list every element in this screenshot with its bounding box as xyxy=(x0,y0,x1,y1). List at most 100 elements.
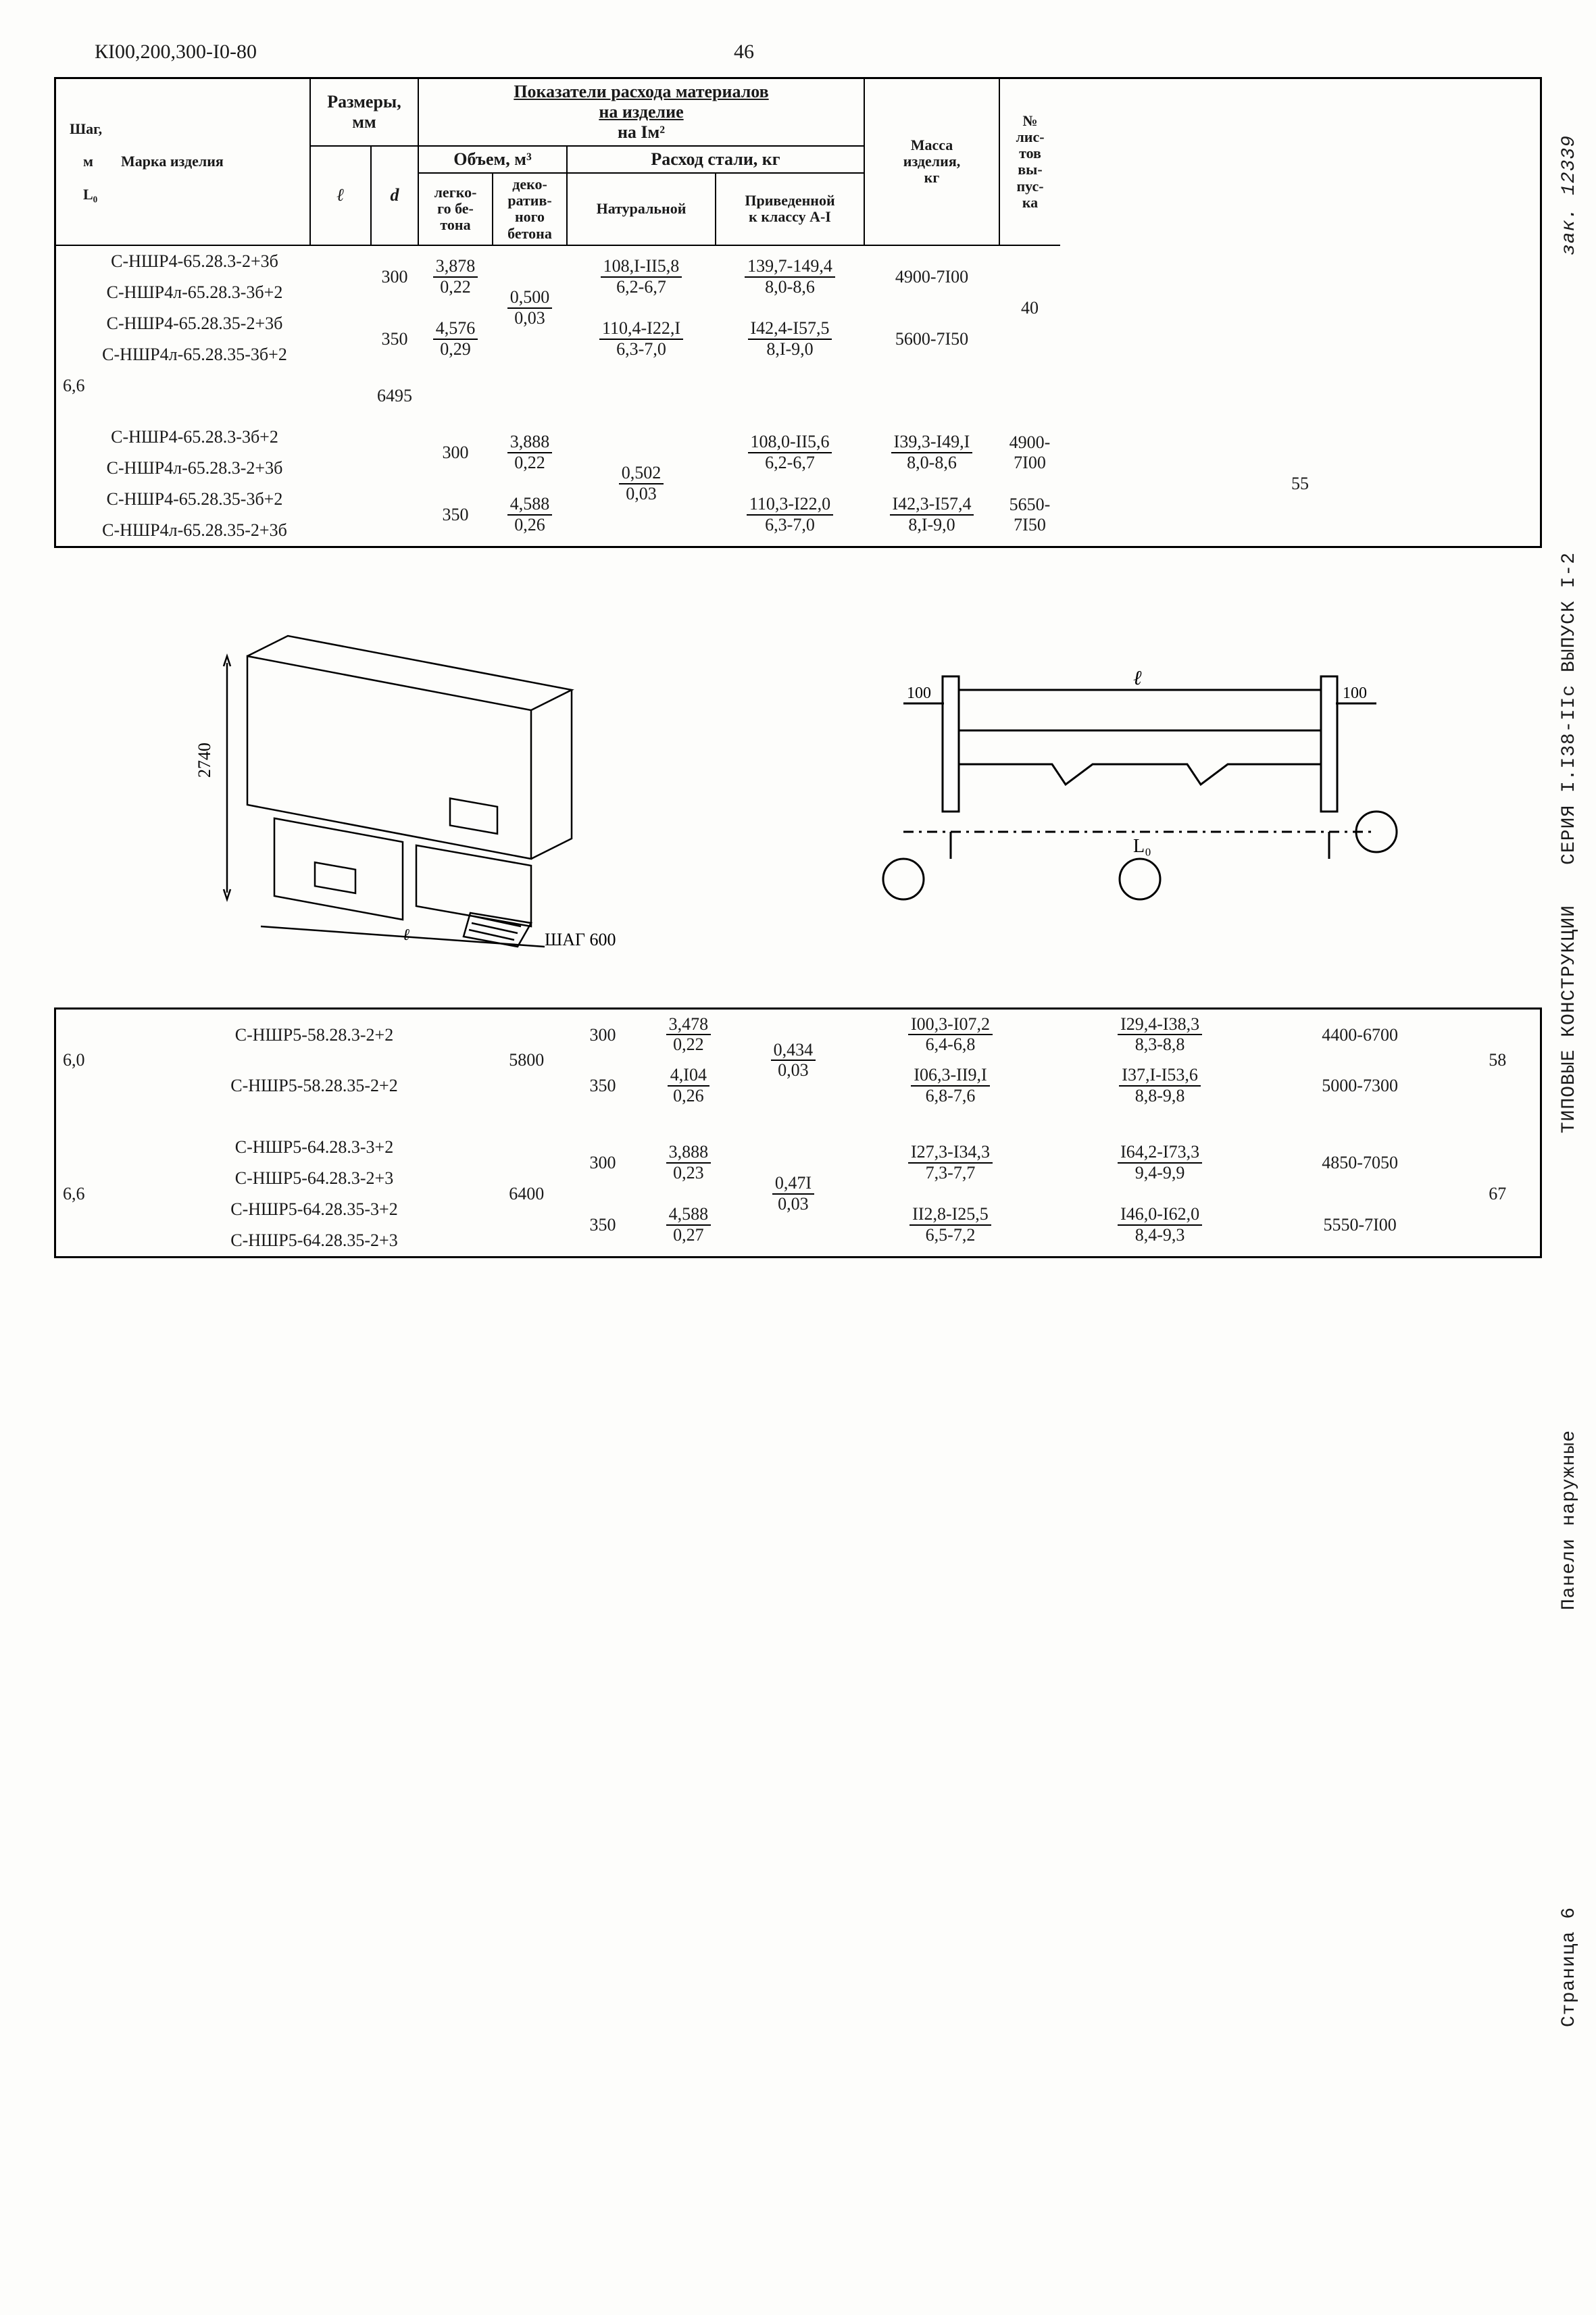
marka-cell: С-НШР5-64.28.35-2+3 xyxy=(122,1225,484,1258)
hdr-legko: легко- го бе- тона xyxy=(418,173,493,245)
v: 3,478 xyxy=(666,1015,712,1036)
shag-val: 6,6 xyxy=(55,1132,122,1258)
v: 0,27 xyxy=(666,1226,712,1245)
priv-den: 8,0-8,6 xyxy=(745,278,835,297)
hdr-prived: Приведенной к классу А-I xyxy=(716,173,864,245)
v: 4,588 xyxy=(507,495,553,516)
mass-cell: 4400-6700 xyxy=(1265,1008,1455,1060)
d-cell: 350 xyxy=(418,484,493,547)
v: 6,8-7,6 xyxy=(911,1087,989,1106)
side-line3: Панели наружные xyxy=(1559,1430,1580,1610)
side-line1: ТИПОВЫЕ КОНСТРУКЦИИ xyxy=(1559,905,1580,1133)
v: 4,576 xyxy=(433,319,478,340)
v: 0,03 xyxy=(619,484,664,504)
hdr-obem: Объем, м³ xyxy=(453,149,532,169)
deco-den: 0,03 xyxy=(507,309,553,328)
mass-cell: 4850-7050 xyxy=(1265,1132,1455,1194)
v: 108,0-II5,6 xyxy=(748,432,832,453)
header-row: КI00,200,300-I0-80 46 xyxy=(54,41,1542,64)
marka-cell: С-НШР4л-65.28.35-3б+2 xyxy=(55,339,311,370)
v: 8,4-9,3 xyxy=(1118,1226,1202,1245)
materials-table-2: 6,0 С-НШР5-58.28.3-2+2 5800 300 3,4780,2… xyxy=(54,1007,1542,1258)
plan-l-label: ℓ xyxy=(1133,667,1142,689)
marka-cell: С-НШР5-64.28.3-2+3 xyxy=(122,1163,484,1194)
d-cell: 350 xyxy=(570,1060,637,1112)
side-handwritten: зак. 12339 xyxy=(1559,135,1580,255)
v: I29,4-I38,3 xyxy=(1118,1015,1202,1036)
v: 4,588 xyxy=(666,1205,712,1226)
v: 6,3-7,0 xyxy=(747,516,833,535)
materials-table-1: Шаг, м Марка изделия L₀ Размеры, мм Пока… xyxy=(54,77,1542,548)
marka-cell: С-НШР4-65.28.3-2+3б xyxy=(55,246,311,277)
v: I37,I-I53,6 xyxy=(1119,1066,1201,1087)
side-line2: СЕРИЯ I.I38-IIс ВЫПУСК I-2 xyxy=(1559,552,1580,865)
v: 0,22 xyxy=(666,1035,712,1055)
v: 0,29 xyxy=(433,340,478,359)
v: I46,0-I62,0 xyxy=(1118,1205,1202,1226)
vol-den: 0,22 xyxy=(433,278,478,297)
v: 0,502 xyxy=(619,464,664,484)
v: 7,3-7,7 xyxy=(908,1164,993,1183)
nat-num: 108,I-II5,8 xyxy=(601,257,682,278)
marka-cell: С-НШР4-65.28.3-3б+2 xyxy=(55,422,311,453)
v: 3,888 xyxy=(666,1143,712,1164)
shag-val: 6,6 xyxy=(63,376,85,395)
hdr-pokaz: Показатели расхода материалов xyxy=(514,82,768,101)
lo-val: 6400 xyxy=(484,1132,570,1258)
v: I64,2-I73,3 xyxy=(1118,1143,1202,1164)
v: 0,23 xyxy=(666,1164,712,1183)
mass-cell: 5550-7I00 xyxy=(1265,1194,1455,1258)
v: I39,3-I49,I xyxy=(891,432,973,453)
v: 0,26 xyxy=(507,516,553,535)
step-label: ШАГ 600 xyxy=(545,930,616,949)
mass-cell: 5600-7I50 xyxy=(864,308,999,370)
d-cell: 300 xyxy=(371,246,418,308)
hdr-mm: мм xyxy=(352,112,376,132)
nat-den: 6,2-6,7 xyxy=(601,278,682,297)
listno-cell: 55 xyxy=(1060,422,1541,547)
svg-text:ℓ: ℓ xyxy=(403,926,409,944)
v: I42,4-I57,5 xyxy=(748,319,832,340)
listno-cell: 40 xyxy=(999,246,1060,370)
v: 0,26 xyxy=(668,1087,709,1106)
v: 0,22 xyxy=(507,453,553,473)
d-cell: 350 xyxy=(570,1194,637,1258)
v: 8,I-9,0 xyxy=(748,340,832,359)
shag-val: 6,0 xyxy=(55,1008,122,1112)
v: 110,4-I22,I xyxy=(599,319,683,340)
diagram-area: 2740 ШАГ 600 ℓ 100 100 ℓ L₀ xyxy=(81,589,1515,967)
v: 110,3-I22,0 xyxy=(747,495,833,516)
v: 8,8-9,8 xyxy=(1119,1087,1201,1106)
listno-cell: 67 xyxy=(1455,1132,1541,1258)
side-labels: зак. 12339 СЕРИЯ I.I38-IIс ВЫПУСК I-2 ТИ… xyxy=(1559,135,1580,2027)
hdr-rashod: Расход стали, кг xyxy=(651,149,780,169)
v: 8,3-8,8 xyxy=(1118,1035,1202,1055)
v: 0,47I xyxy=(772,1174,814,1195)
v: 0,03 xyxy=(772,1195,814,1214)
v: I06,3-II9,I xyxy=(911,1066,989,1087)
hdr-l: ℓ xyxy=(336,185,344,205)
marka-cell: С-НШР4л-65.28.3-3б+2 xyxy=(55,277,311,308)
mass-cell: 4900-7I00 xyxy=(864,246,999,308)
mass-cell: 5000-7300 xyxy=(1265,1060,1455,1112)
marka-cell: С-НШР4л-65.28.3-2+3б xyxy=(55,453,311,484)
v: 0,03 xyxy=(771,1061,816,1080)
hdr-lo: L₀ xyxy=(83,186,97,203)
d-cell: 300 xyxy=(418,422,493,484)
hdr-d: d xyxy=(391,185,399,205)
v: 8,I-9,0 xyxy=(890,516,974,535)
lo-val: 6495 xyxy=(371,370,418,422)
marka-cell: С-НШР4-65.28.35-2+3б xyxy=(55,308,311,339)
marka-cell: С-НШР5-64.28.35-3+2 xyxy=(122,1194,484,1225)
isometric-diagram: 2740 ШАГ 600 ℓ xyxy=(180,602,666,953)
plan-diagram: 100 100 ℓ L₀ xyxy=(863,636,1417,920)
lo-val: 5800 xyxy=(484,1008,570,1112)
listno-cell: 58 xyxy=(1455,1008,1541,1112)
marka-cell: С-НШР4л-65.28.35-2+3б xyxy=(55,515,311,547)
hdr-massa: Масса изделия, кг xyxy=(903,136,960,186)
page-number: 46 xyxy=(122,41,1366,64)
iso-dim-text: 2740 xyxy=(195,743,214,778)
hdr-razmery: Размеры, xyxy=(327,92,401,111)
hdr-deko: деко- ратив- ного бетона xyxy=(493,173,567,245)
plan-right-dim: 100 xyxy=(1343,684,1367,702)
